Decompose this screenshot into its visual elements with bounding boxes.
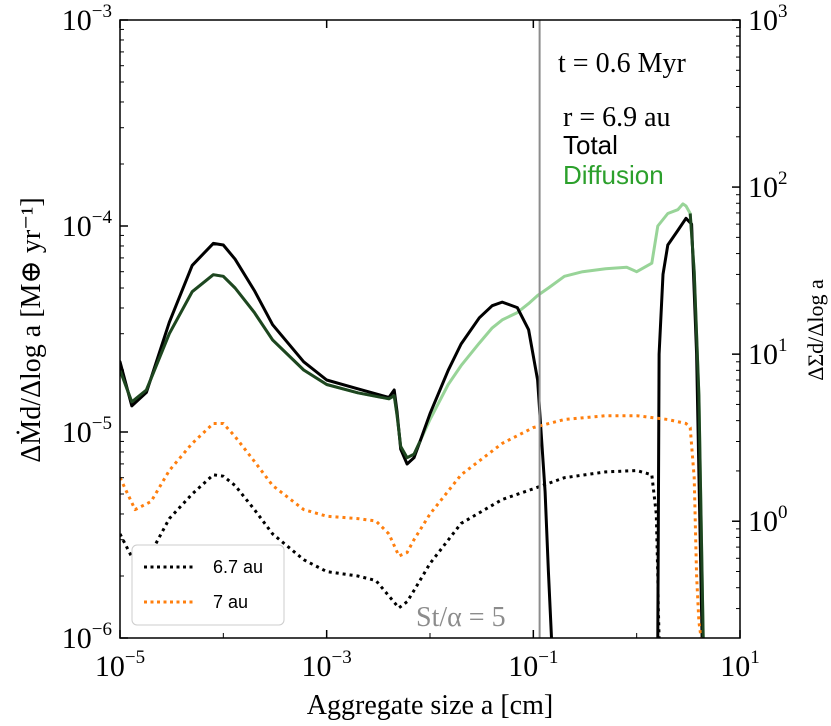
y-axis-title: ΔṀd/Δlog a [M⊕ yr⁻¹] [16,197,47,462]
x-tick-label-0: 10−5 [95,647,145,683]
x-tick-label-1: 10−3 [302,647,352,683]
annotation-radius: r = 6.9 au [563,102,671,133]
y-tick-label-3: 10−3 [62,1,112,37]
y-right-tick-label-2: 102 [748,168,788,204]
x-tick-label-2: 10−1 [508,647,558,683]
y-tick-label-2: 10−4 [62,207,113,243]
annotation-total: Total [563,130,618,160]
legend-box [131,544,285,626]
vline-label: St/α = 5 [416,602,506,633]
x-axis-title: Aggregate size a [cm] [307,690,553,721]
y-right-tick-label-0: 100 [748,502,788,538]
series-diffusion-tail [688,213,705,638]
series-6-7-au [120,469,661,638]
annotation-time: t = 0.6 Myr [558,48,686,79]
y-tick-label-0: 10−6 [62,619,112,655]
ticks-layer: 10−5 10−3 10−1 10110−610−510−410−3100101102… [62,1,788,683]
legend-label-7au: 7 au [213,592,248,612]
series-overlap-dark [120,273,422,460]
legend: 6.7 au 7 au [131,544,285,626]
annotation-diffusion: Diffusion [563,160,664,190]
legend-label-6-7au: 6.7 au [213,557,263,577]
series-7-au [120,414,703,638]
series-layer [120,202,705,638]
y-right-tick-label-3: 103 [748,1,788,37]
y-axis-right-title: ΔΣd/Δlog a [803,279,828,381]
y-right-tick-label-1: 101 [748,335,788,371]
x-tick-label-3: 101 [720,647,760,683]
y-tick-label-1: 10−5 [62,413,112,449]
